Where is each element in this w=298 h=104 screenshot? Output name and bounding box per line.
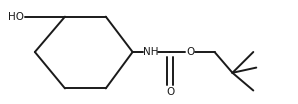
Text: NH: NH [143,47,158,57]
Text: O: O [186,47,194,57]
Text: O: O [166,87,175,97]
Text: HO: HO [8,12,24,22]
